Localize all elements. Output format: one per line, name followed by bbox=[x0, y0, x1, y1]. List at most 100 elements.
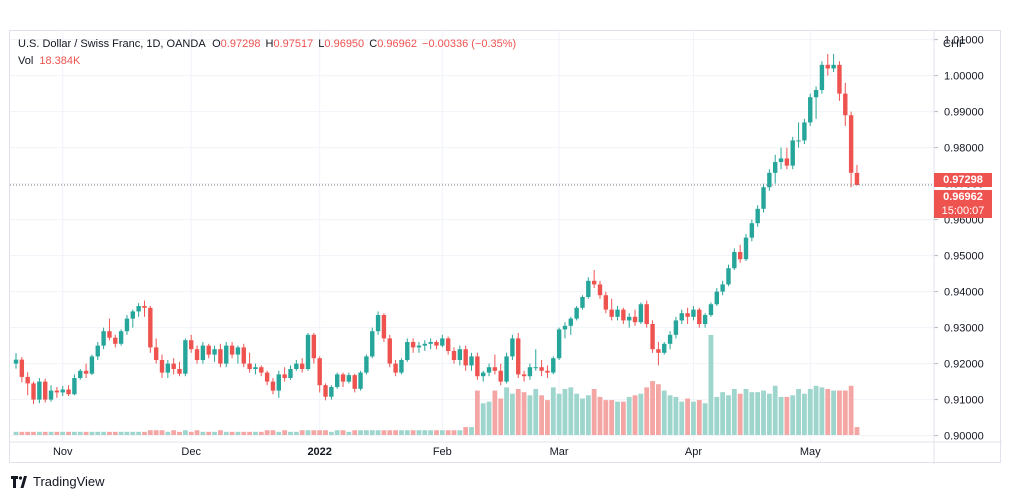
volume-bar bbox=[574, 393, 580, 435]
candle-body bbox=[510, 338, 515, 357]
x-tick-label: 2022 bbox=[307, 446, 331, 458]
candle-body bbox=[574, 307, 579, 319]
candle-body bbox=[101, 331, 106, 346]
candle-body bbox=[183, 340, 188, 374]
volume-bar bbox=[177, 431, 182, 435]
candle-body bbox=[679, 313, 684, 321]
candle-body bbox=[498, 370, 503, 382]
volume-bar bbox=[112, 431, 118, 435]
candle-body bbox=[142, 306, 147, 308]
volume-label[interactable]: Vol bbox=[18, 55, 34, 67]
candle-body bbox=[819, 64, 825, 91]
y-tick-label: 0.94000 bbox=[944, 287, 984, 299]
volume-bar bbox=[731, 388, 737, 435]
volume-bar bbox=[66, 431, 71, 435]
volume-bar bbox=[591, 388, 597, 435]
candle-body bbox=[504, 356, 509, 382]
volume-bar bbox=[422, 430, 428, 435]
footer-brand[interactable]: TradingView bbox=[11, 474, 105, 489]
candle-body bbox=[597, 284, 603, 296]
candle-body bbox=[405, 342, 410, 361]
volume-bar bbox=[124, 431, 130, 435]
x-tick-label: Dec bbox=[181, 446, 201, 458]
volume-bar bbox=[679, 401, 685, 435]
candle-body bbox=[253, 367, 258, 370]
candle-body bbox=[451, 351, 457, 361]
candle-body bbox=[749, 223, 755, 238]
volume-bar bbox=[656, 384, 661, 435]
candle-body bbox=[317, 358, 322, 386]
volume-bar bbox=[381, 430, 387, 435]
y-tick-label: 0.98000 bbox=[944, 143, 984, 155]
candle-body bbox=[469, 356, 474, 366]
candle-body bbox=[761, 187, 766, 209]
volume-bar bbox=[848, 385, 854, 435]
last-price-tag: 0.96962 bbox=[934, 190, 992, 204]
volume-bar bbox=[182, 430, 188, 435]
symbol-label[interactable]: U.S. Dollar / Swiss Franc, 1D, OANDA bbox=[18, 38, 206, 50]
candle-body bbox=[346, 375, 352, 382]
candle-body bbox=[136, 306, 141, 312]
candle-body bbox=[31, 383, 36, 400]
volume-bar bbox=[510, 393, 515, 435]
volume-bar bbox=[737, 393, 743, 435]
candle-body bbox=[644, 304, 649, 325]
volume-bar bbox=[825, 388, 831, 435]
candle-body bbox=[621, 309, 626, 321]
candle-body bbox=[189, 340, 194, 350]
volume-bar bbox=[819, 387, 825, 435]
volume-bar bbox=[264, 430, 270, 435]
candle-body bbox=[153, 347, 159, 361]
volume-bar bbox=[790, 395, 796, 435]
volume-bar bbox=[638, 393, 644, 435]
volume-bar bbox=[749, 392, 755, 435]
candle-body bbox=[364, 356, 369, 373]
candle-body bbox=[259, 367, 264, 373]
volume-bar bbox=[568, 387, 574, 435]
volume-bar bbox=[253, 431, 258, 435]
candle-body bbox=[627, 316, 632, 321]
volume-bar bbox=[743, 388, 749, 435]
candle-body bbox=[691, 309, 696, 317]
volume-bar bbox=[562, 388, 568, 435]
candle-body bbox=[60, 389, 65, 393]
volume-bar bbox=[206, 431, 212, 435]
volume-bar bbox=[585, 395, 591, 435]
candle-body bbox=[118, 331, 124, 344]
candle-body bbox=[732, 252, 737, 269]
candle-body bbox=[808, 97, 813, 123]
volume-bar bbox=[101, 431, 106, 435]
volume-bar bbox=[72, 431, 77, 435]
candle-body bbox=[329, 387, 334, 397]
candle-body bbox=[200, 345, 206, 361]
chart-svg[interactable]: 1.010001.000000.990000.980000.970000.960… bbox=[10, 31, 1002, 464]
volume-bar bbox=[241, 431, 247, 435]
volume-bar bbox=[755, 392, 761, 435]
volume-bar bbox=[142, 431, 147, 435]
candle-body bbox=[107, 331, 112, 338]
bar-countdown-tag: 15:00:07 bbox=[934, 204, 992, 218]
candle-body bbox=[743, 237, 749, 260]
candle-body bbox=[393, 363, 398, 373]
volume-bar bbox=[580, 398, 585, 435]
volume-bar bbox=[223, 431, 229, 435]
volume-bar bbox=[802, 393, 807, 435]
high-value: 0.97517 bbox=[273, 38, 314, 50]
candle-body bbox=[656, 349, 661, 353]
candle-body bbox=[796, 140, 801, 142]
candle-body bbox=[428, 342, 433, 344]
y-tick-label: 0.92000 bbox=[944, 359, 984, 371]
volume-bar bbox=[89, 431, 95, 435]
candle-body bbox=[586, 280, 591, 298]
y-tick-label: 1.01000 bbox=[944, 35, 984, 47]
candle-body bbox=[358, 372, 363, 389]
x-tick-label: May bbox=[800, 446, 821, 458]
volume-bar bbox=[83, 431, 89, 435]
volume-bar bbox=[457, 430, 463, 435]
ohlc-legend: U.S. Dollar / Swiss Franc, 1D, OANDA O0.… bbox=[18, 38, 516, 50]
candle-body bbox=[381, 315, 387, 339]
volume-bar bbox=[95, 431, 101, 435]
low-label: L bbox=[318, 38, 325, 50]
volume-bar bbox=[299, 430, 305, 435]
candle-body bbox=[399, 360, 404, 373]
